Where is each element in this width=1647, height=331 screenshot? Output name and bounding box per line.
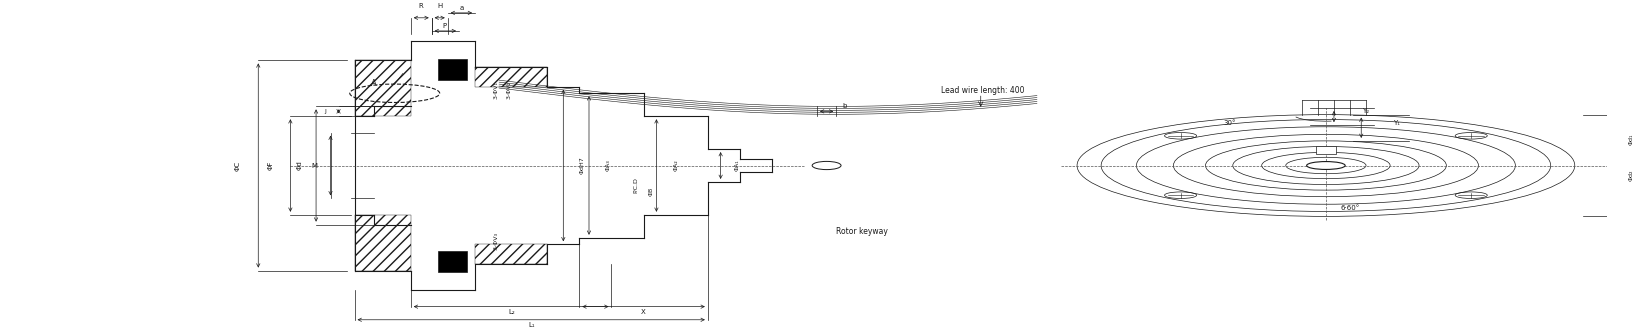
- Text: ΦC: ΦC: [234, 161, 240, 170]
- FancyBboxPatch shape: [438, 251, 468, 272]
- Text: ΦdH7: ΦdH7: [580, 157, 585, 174]
- Text: J: J: [324, 109, 326, 114]
- Bar: [1316, 146, 1336, 154]
- Text: P: P: [443, 23, 446, 29]
- Text: 6·60°: 6·60°: [1341, 205, 1360, 211]
- Text: A: A: [371, 79, 377, 88]
- Text: Φd: Φd: [296, 161, 303, 170]
- Text: b: b: [842, 103, 847, 110]
- Text: a: a: [460, 5, 464, 11]
- Text: Φd₁: Φd₁: [1629, 134, 1634, 145]
- Text: 30°: 30°: [1224, 120, 1235, 126]
- Text: P.C.D: P.C.D: [632, 177, 637, 193]
- Text: 3-ΦV₁: 3-ΦV₁: [494, 81, 499, 99]
- FancyBboxPatch shape: [438, 59, 468, 80]
- Text: Y₁: Y₁: [1393, 120, 1400, 126]
- Text: Φd₂: Φd₂: [1629, 169, 1634, 181]
- Text: R: R: [418, 3, 423, 9]
- Text: Rotor keyway: Rotor keyway: [837, 227, 888, 236]
- Circle shape: [1306, 162, 1346, 169]
- Text: M: M: [311, 163, 318, 168]
- Text: L₁: L₁: [529, 322, 535, 328]
- Text: 3-ΦV₂: 3-ΦV₂: [506, 81, 511, 99]
- Text: ΦA₂: ΦA₂: [674, 160, 679, 171]
- Text: H: H: [436, 3, 443, 9]
- Text: Lead wire length: 400: Lead wire length: 400: [940, 85, 1024, 95]
- Text: ΦB: ΦB: [649, 187, 654, 196]
- Text: Y₂: Y₂: [1362, 108, 1370, 114]
- Text: ΦA₁: ΦA₁: [735, 160, 740, 171]
- Text: X: X: [641, 308, 646, 314]
- Text: ΦA₃: ΦA₃: [606, 160, 611, 171]
- Text: L₂: L₂: [509, 308, 516, 314]
- Text: 3-ΦV₃: 3-ΦV₃: [494, 232, 499, 250]
- Text: ΦF: ΦF: [268, 161, 273, 170]
